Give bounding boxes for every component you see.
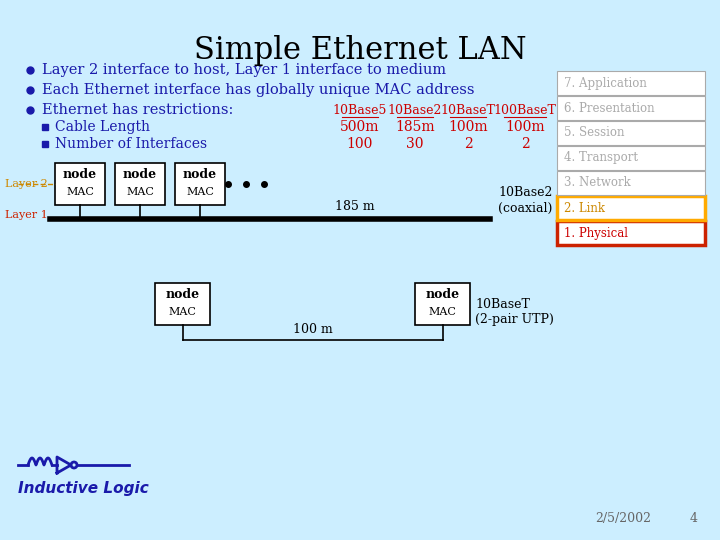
Bar (415, 283, 470, 325)
Bar (557, 96, 705, 120)
Text: 10BaseT: 10BaseT (441, 104, 495, 117)
Text: 6. Presentation: 6. Presentation (564, 102, 654, 114)
Text: Cable Length: Cable Length (55, 120, 150, 134)
Text: 10BaseT: 10BaseT (475, 299, 530, 312)
Text: 100m: 100m (448, 120, 488, 134)
Bar (55, 163, 105, 205)
Text: 100 m: 100 m (292, 323, 333, 336)
Text: 10Base5: 10Base5 (333, 104, 387, 117)
Bar (557, 146, 705, 170)
Text: Simple Ethernet LAN: Simple Ethernet LAN (194, 35, 526, 66)
Text: 185m: 185m (395, 120, 435, 134)
Text: MAC: MAC (66, 187, 94, 197)
Text: node: node (426, 288, 459, 301)
Text: 3. Network: 3. Network (564, 177, 631, 190)
Text: 100: 100 (347, 137, 373, 151)
Text: 500m: 500m (341, 120, 379, 134)
Bar (557, 196, 705, 220)
Text: MAC: MAC (126, 187, 154, 197)
Text: 30: 30 (406, 137, 424, 151)
Text: Layer 1: Layer 1 (5, 210, 48, 220)
Text: MAC: MAC (186, 187, 214, 197)
Bar (557, 221, 705, 245)
Text: 5. Session: 5. Session (564, 126, 624, 139)
Text: Number of Interfaces: Number of Interfaces (55, 137, 207, 151)
Text: Layer 2 interface to host, Layer 1 interface to medium: Layer 2 interface to host, Layer 1 inter… (42, 63, 446, 77)
Text: 100m: 100m (505, 120, 545, 134)
Text: 100BaseT: 100BaseT (494, 104, 557, 117)
Text: node: node (63, 168, 97, 181)
Text: 4: 4 (690, 512, 698, 525)
Text: node: node (183, 168, 217, 181)
Bar (175, 163, 225, 205)
Text: Each Ethernet interface has globally unique MAC address: Each Ethernet interface has globally uni… (42, 83, 474, 97)
Text: (2-pair UTP): (2-pair UTP) (475, 314, 554, 327)
Text: 10Base2: 10Base2 (498, 186, 552, 199)
Text: 1. Physical: 1. Physical (564, 226, 628, 240)
Text: 2: 2 (464, 137, 472, 151)
Text: (coaxial): (coaxial) (498, 201, 552, 214)
Text: MAC: MAC (428, 307, 456, 317)
Text: 185 m: 185 m (336, 200, 375, 213)
Text: 2: 2 (521, 137, 529, 151)
Bar (557, 71, 705, 95)
Text: 7. Application: 7. Application (564, 77, 647, 90)
Bar (557, 121, 705, 145)
Text: 4. Transport: 4. Transport (564, 152, 638, 165)
Text: node: node (123, 168, 157, 181)
Text: node: node (166, 288, 199, 301)
Text: 2. Link: 2. Link (564, 201, 605, 214)
Text: Inductive Logic: Inductive Logic (18, 481, 149, 496)
Text: 10Base2: 10Base2 (388, 104, 442, 117)
Text: Layer 2: Layer 2 (5, 179, 48, 189)
Text: MAC: MAC (168, 307, 197, 317)
Bar (155, 283, 210, 325)
Text: Ethernet has restrictions:: Ethernet has restrictions: (42, 103, 233, 117)
Text: 2/5/2002: 2/5/2002 (595, 512, 651, 525)
Bar (557, 171, 705, 195)
Bar (115, 163, 165, 205)
